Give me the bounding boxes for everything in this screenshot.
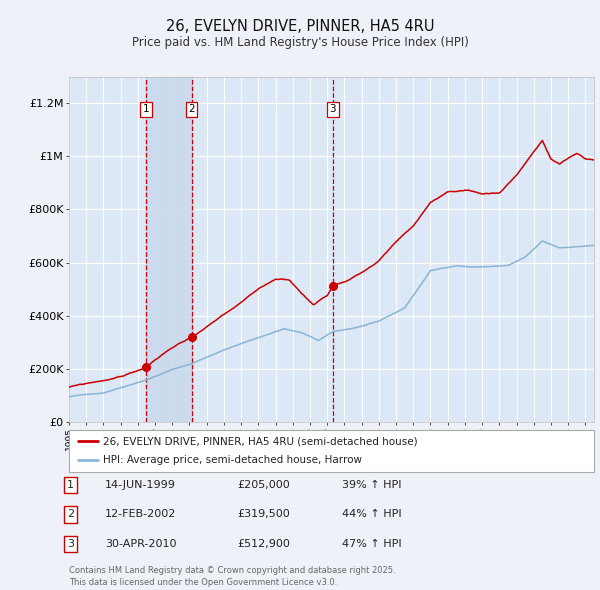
Text: 47% ↑ HPI: 47% ↑ HPI [342, 539, 401, 549]
Text: 44% ↑ HPI: 44% ↑ HPI [342, 510, 401, 519]
Text: 3: 3 [329, 104, 336, 114]
Text: 12-FEB-2002: 12-FEB-2002 [105, 510, 176, 519]
Text: 3: 3 [67, 539, 74, 549]
Text: 2: 2 [188, 104, 195, 114]
Text: £205,000: £205,000 [237, 480, 290, 490]
Text: 2: 2 [67, 510, 74, 519]
Text: HPI: Average price, semi-detached house, Harrow: HPI: Average price, semi-detached house,… [103, 455, 362, 465]
Text: Price paid vs. HM Land Registry's House Price Index (HPI): Price paid vs. HM Land Registry's House … [131, 36, 469, 49]
Text: 1: 1 [142, 104, 149, 114]
Text: 30-APR-2010: 30-APR-2010 [105, 539, 176, 549]
Text: 26, EVELYN DRIVE, PINNER, HA5 4RU: 26, EVELYN DRIVE, PINNER, HA5 4RU [166, 19, 434, 34]
Text: 39% ↑ HPI: 39% ↑ HPI [342, 480, 401, 490]
Text: 14-JUN-1999: 14-JUN-1999 [105, 480, 176, 490]
Text: £319,500: £319,500 [237, 510, 290, 519]
Bar [146, 77, 191, 422]
Text: £512,900: £512,900 [237, 539, 290, 549]
Text: 26, EVELYN DRIVE, PINNER, HA5 4RU (semi-detached house): 26, EVELYN DRIVE, PINNER, HA5 4RU (semi-… [103, 437, 418, 447]
Text: Contains HM Land Registry data © Crown copyright and database right 2025.
This d: Contains HM Land Registry data © Crown c… [69, 566, 395, 587]
Text: 1: 1 [67, 480, 74, 490]
